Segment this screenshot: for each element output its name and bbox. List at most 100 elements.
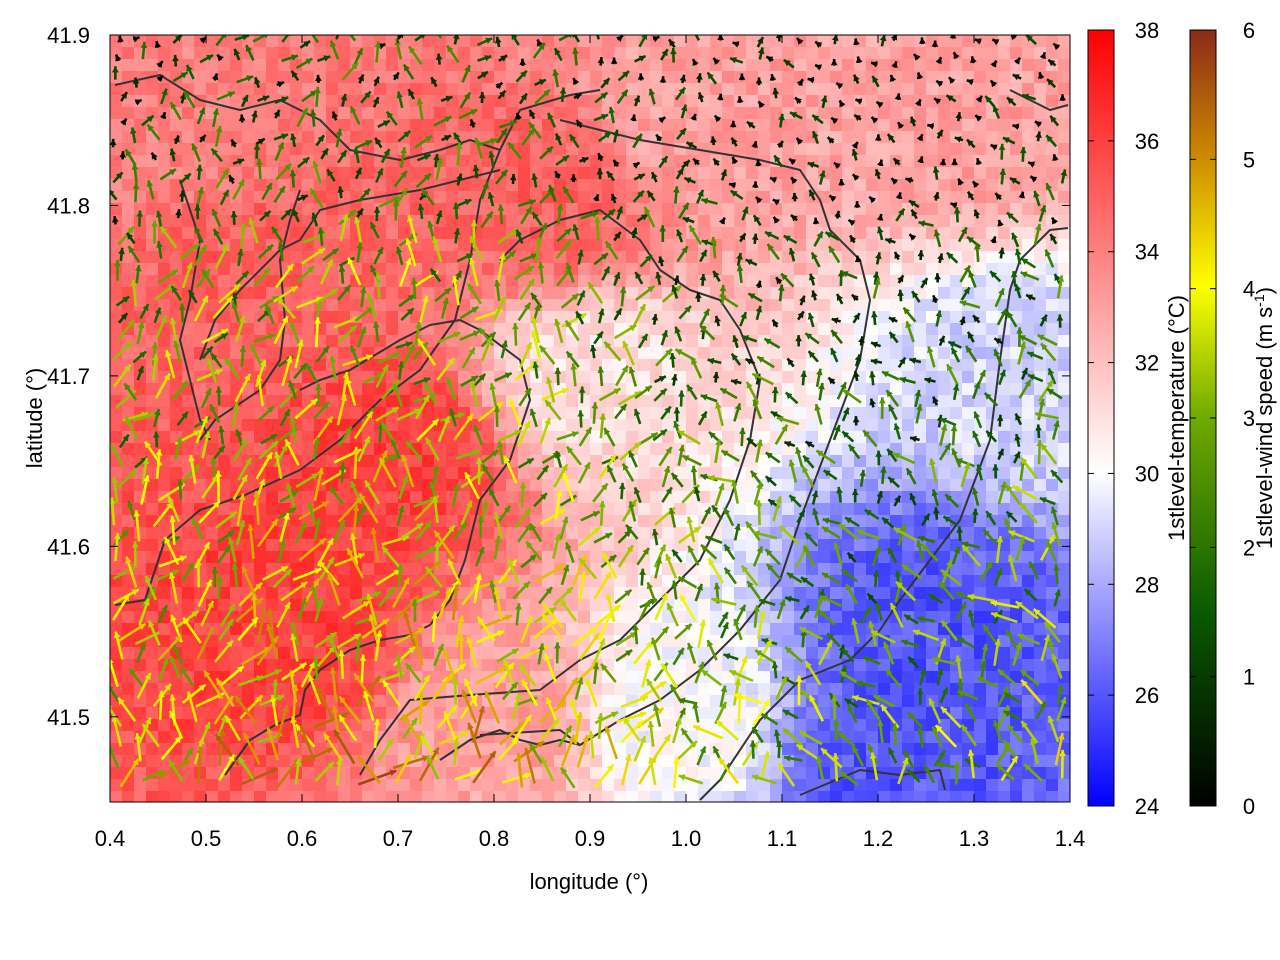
heatmap-cell xyxy=(890,227,903,240)
heatmap-cell xyxy=(818,335,831,348)
heatmap-cell xyxy=(206,563,219,576)
heatmap-cell xyxy=(314,71,327,84)
heatmap-cell xyxy=(878,251,891,264)
heatmap-cell xyxy=(950,191,963,204)
heatmap-cell xyxy=(434,407,447,420)
heatmap-cell xyxy=(350,383,363,396)
heatmap-cell xyxy=(506,383,519,396)
heatmap-cell xyxy=(146,539,159,552)
heatmap-cell xyxy=(530,443,543,456)
heatmap-cell xyxy=(578,191,591,204)
heatmap-cell xyxy=(566,503,579,516)
heatmap-cell xyxy=(866,467,879,480)
heatmap-cell xyxy=(614,347,627,360)
heatmap-cell xyxy=(638,59,651,72)
heatmap-cell xyxy=(110,383,123,396)
heatmap-cell xyxy=(938,95,951,108)
heatmap-cell xyxy=(698,203,711,216)
heatmap-cell xyxy=(830,215,843,228)
heatmap-cell xyxy=(542,347,555,360)
heatmap-cell xyxy=(134,383,147,396)
heatmap-cell xyxy=(962,575,975,588)
heatmap-cell xyxy=(470,83,483,96)
heatmap-cell xyxy=(674,35,687,48)
heatmap-cell xyxy=(566,407,579,420)
heatmap-cell xyxy=(590,371,603,384)
heatmap-cell xyxy=(434,203,447,216)
heatmap-cell xyxy=(242,287,255,300)
heatmap-cell xyxy=(698,59,711,72)
heatmap-cell xyxy=(782,299,795,312)
heatmap-cell xyxy=(782,107,795,120)
heatmap-cell xyxy=(158,587,171,600)
heatmap-cell xyxy=(890,359,903,372)
heatmap-cell xyxy=(842,95,855,108)
heatmap-cell xyxy=(398,683,411,696)
heatmap-cell xyxy=(602,695,615,708)
heatmap-cell xyxy=(878,479,891,492)
heatmap-cell xyxy=(458,779,471,792)
heatmap-cell xyxy=(986,167,999,180)
heatmap-cell xyxy=(170,179,183,192)
heatmap-cell xyxy=(1010,191,1023,204)
heatmap-cell xyxy=(182,419,195,432)
heatmap-cell xyxy=(854,539,867,552)
heatmap-cell xyxy=(506,419,519,432)
heatmap-cell xyxy=(134,227,147,240)
heatmap-cell xyxy=(650,107,663,120)
heatmap-cell xyxy=(686,191,699,204)
heatmap-cell xyxy=(386,623,399,636)
heatmap-cell xyxy=(134,527,147,540)
heatmap-cell xyxy=(842,167,855,180)
heatmap-cell xyxy=(422,47,435,60)
heatmap-cell xyxy=(950,287,963,300)
heatmap-cell xyxy=(650,155,663,168)
heatmap-cell xyxy=(866,191,879,204)
heatmap-cell xyxy=(518,491,531,504)
heatmap-cell xyxy=(998,155,1011,168)
heatmap-cell xyxy=(446,83,459,96)
heatmap-cell xyxy=(542,335,555,348)
heatmap-cell xyxy=(1058,35,1070,48)
heatmap-cell xyxy=(1046,299,1059,312)
heatmap-cell xyxy=(122,371,135,384)
heatmap-cell xyxy=(1034,143,1047,156)
heatmap-cell xyxy=(686,311,699,324)
heatmap-cell xyxy=(122,647,135,660)
heatmap-cell xyxy=(122,143,135,156)
heatmap-cell xyxy=(590,551,603,564)
heatmap-cell xyxy=(254,119,267,132)
heatmap-cell xyxy=(134,371,147,384)
heatmap-cell xyxy=(398,419,411,432)
heatmap-cell xyxy=(974,479,987,492)
heatmap-cell xyxy=(362,539,375,552)
heatmap-cell xyxy=(638,347,651,360)
heatmap-cell xyxy=(854,551,867,564)
heatmap-cell xyxy=(698,707,711,720)
heatmap-cell xyxy=(770,239,783,252)
heatmap-cell xyxy=(530,155,543,168)
heatmap-cell xyxy=(302,71,315,84)
heatmap-cell xyxy=(962,47,975,60)
heatmap-cell xyxy=(218,59,231,72)
heatmap-cell xyxy=(986,323,999,336)
heatmap-cell xyxy=(938,551,951,564)
heatmap-cell xyxy=(878,71,891,84)
heatmap-cell xyxy=(806,143,819,156)
heatmap-cell xyxy=(674,263,687,276)
heatmap-cell xyxy=(230,95,243,108)
heatmap-cell xyxy=(422,203,435,216)
heatmap-cell xyxy=(506,83,519,96)
heatmap-cell xyxy=(218,263,231,276)
heatmap-cell xyxy=(602,515,615,528)
heatmap-cell xyxy=(518,83,531,96)
heatmap-cell xyxy=(614,179,627,192)
heatmap-cell xyxy=(158,35,171,48)
heatmap-cell xyxy=(782,263,795,276)
heatmap-cell xyxy=(182,647,195,660)
heatmap-cell xyxy=(758,683,771,696)
heatmap-cell xyxy=(278,755,291,768)
heatmap-cell xyxy=(518,119,531,132)
heatmap-cell xyxy=(302,767,315,780)
heatmap-cell xyxy=(878,299,891,312)
